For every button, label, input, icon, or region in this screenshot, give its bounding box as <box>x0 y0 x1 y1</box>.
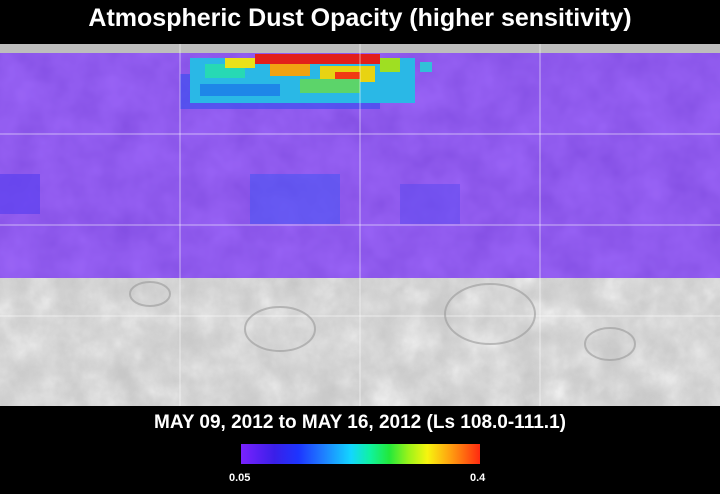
scale-min-label: 0.05 <box>229 472 251 484</box>
map-svg <box>0 44 720 406</box>
dust-opacity-map <box>0 44 720 406</box>
craters <box>129 281 636 361</box>
map-grid <box>0 44 720 406</box>
color-scale-bar <box>241 444 480 464</box>
date-range-label: MAY 09, 2012 to MAY 16, 2012 (Ls 108.0-1… <box>154 412 566 433</box>
map-title: Atmospheric Dust Opacity (higher sensiti… <box>88 4 632 32</box>
scale-max-label: 0.4 <box>470 472 486 484</box>
